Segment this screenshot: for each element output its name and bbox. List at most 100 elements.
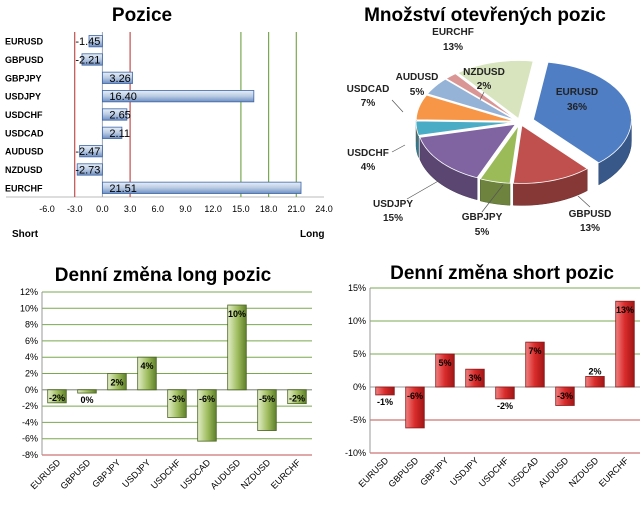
long-change-value-label: 0% bbox=[80, 395, 93, 405]
short-change-value-labels: -1% -6% 5% 3% -2% 7% -3% 2% 13% bbox=[377, 305, 634, 411]
pie-leader-line bbox=[391, 99, 404, 113]
short-change-bars bbox=[375, 300, 635, 429]
pie-slice bbox=[419, 123, 517, 179]
pie-slices bbox=[415, 60, 632, 206]
short-change-value-label: -2% bbox=[497, 401, 513, 411]
long-change-y-tick: -6% bbox=[22, 434, 38, 444]
long-change-value-label: -2% bbox=[49, 393, 65, 403]
positions-x-tick: 15.0 bbox=[232, 204, 250, 214]
pie-slice-percent: 5% bbox=[410, 87, 425, 98]
short-change-category-label: EURUSD bbox=[356, 455, 390, 489]
short-change-category-label: USDJPY bbox=[448, 455, 480, 487]
pie-labels: EURUSD 36% GBPUSD 13% GBPJPY 5% USDJPY 15% USDCH… bbox=[347, 27, 612, 238]
long-change-bar bbox=[227, 304, 247, 391]
positions-value-label: -2.73 bbox=[75, 165, 100, 177]
positions-x-tick: 0.0 bbox=[96, 204, 109, 214]
positions-category-labels: EURUSD GBPUSD GBPJPY USDJPY USDCHF USDCAD AUDU… bbox=[5, 37, 44, 194]
positions-x-tick: -6.0 bbox=[39, 204, 55, 214]
long-change-category-label: USDCAD bbox=[178, 457, 212, 491]
long-change-value-label: -2% bbox=[289, 394, 305, 404]
long-change-category-label: GBPJPY bbox=[90, 457, 122, 489]
positions-value-label: 21.51 bbox=[109, 183, 137, 195]
long-change-value-labels: -2% 0% 2% 4% -3% -6% 10% -5% -2% bbox=[49, 309, 305, 405]
positions-value-label: 3.26 bbox=[109, 73, 130, 85]
short-change-y-tick: -5% bbox=[350, 415, 366, 425]
long-change-category-label: USDCHF bbox=[149, 457, 183, 491]
short-change-category-label: AUDUSD bbox=[536, 455, 570, 489]
pie-slice bbox=[415, 120, 515, 136]
chart-daily-long-change: Denní změna long pozic -2% 0% 2% 4% -3% -6% 10… bbox=[20, 265, 312, 491]
pie-leader-line bbox=[406, 179, 441, 200]
chart-positions: Pozice EURUSD GBPUSD GBPJPY USDJPY USDCHF USD… bbox=[5, 5, 333, 240]
short-change-category-label: GBPJPY bbox=[418, 455, 450, 487]
long-change-category-label: EURUSD bbox=[28, 457, 62, 491]
positions-x-tick: -3.0 bbox=[67, 204, 83, 214]
long-change-bar bbox=[77, 389, 97, 394]
long-change-value-label: -5% bbox=[259, 394, 275, 404]
long-change-y-tick: 8% bbox=[25, 320, 38, 330]
pie-slice-name: USDCHF bbox=[347, 148, 389, 159]
long-change-y-tick-labels: -8% -6% -4% -2% 0% 2% 4% 6% 8% 10% 12% bbox=[20, 287, 38, 460]
pie-slice-name: NZDUSD bbox=[463, 67, 505, 78]
short-change-y-tick-labels: -10% -5% 0% 5% 10% 15% bbox=[345, 283, 366, 458]
pie-slice-name: USDCAD bbox=[347, 84, 390, 95]
long-change-category-label: USDJPY bbox=[120, 457, 152, 489]
long-change-bars bbox=[47, 304, 307, 442]
short-change-bar bbox=[465, 368, 485, 388]
short-change-y-tick: 15% bbox=[348, 283, 366, 293]
positions-value-label: -1.45 bbox=[75, 36, 100, 48]
positions-gridlines bbox=[6, 32, 324, 198]
pie-slice-name: EURCHF bbox=[432, 27, 474, 38]
short-change-category-label: EURCHF bbox=[597, 455, 631, 489]
pie-slice-percent: 2% bbox=[477, 81, 492, 92]
pie-slice-name: EURUSD bbox=[556, 87, 598, 98]
pie-slice-name: GBPJPY bbox=[462, 212, 503, 223]
long-change-category-labels: EURUSDGBPUSDGBPJPYUSDJPYUSDCHFUSDCADAUDU… bbox=[28, 457, 302, 491]
short-change-value-label: 13% bbox=[616, 305, 634, 315]
positions-bar bbox=[81, 53, 103, 66]
long-change-value-label: 4% bbox=[140, 361, 153, 371]
short-change-bar bbox=[555, 386, 575, 406]
short-change-value-label: -1% bbox=[377, 397, 393, 407]
positions-value-label: 2.11 bbox=[109, 128, 130, 140]
long-change-category-label: GBPUSD bbox=[58, 457, 92, 491]
positions-bars bbox=[76, 35, 302, 194]
positions-category-label: USDCAD bbox=[5, 128, 44, 138]
short-change-bar bbox=[435, 353, 455, 388]
long-change-bar bbox=[137, 356, 157, 391]
positions-bar bbox=[79, 145, 103, 158]
long-change-value-label: -3% bbox=[169, 394, 185, 404]
pie-slice-percent: 5% bbox=[475, 227, 490, 238]
long-change-category-label: EURCHF bbox=[269, 457, 303, 491]
positions-category-label: USDJPY bbox=[5, 92, 41, 102]
positions-x-tick: 21.0 bbox=[288, 204, 306, 214]
positions-category-label: AUDUSD bbox=[5, 147, 44, 157]
positions-bar bbox=[102, 126, 123, 139]
short-change-bar bbox=[405, 386, 425, 429]
short-change-y-tick: -10% bbox=[345, 448, 366, 458]
long-change-value-label: -6% bbox=[199, 394, 215, 404]
short-change-bar bbox=[375, 386, 395, 396]
short-change-category-labels: EURUSDGBPUSDGBPJPYUSDJPYUSDCHFUSDCADAUDU… bbox=[356, 455, 630, 489]
positions-category-label: GBPJPY bbox=[5, 73, 42, 83]
pie-slice bbox=[426, 78, 516, 121]
long-change-y-tick: 6% bbox=[25, 336, 38, 346]
positions-bar bbox=[102, 71, 133, 84]
pie-leader-line bbox=[577, 195, 591, 208]
positions-category-label: EURUSD bbox=[5, 37, 44, 47]
pie-slice-percent: 13% bbox=[580, 223, 600, 234]
short-change-bar bbox=[585, 376, 605, 388]
positions-bar bbox=[102, 90, 255, 103]
long-change-category-label: NZDUSD bbox=[239, 457, 273, 491]
short-change-title: Denní změna short pozic bbox=[390, 263, 614, 284]
short-change-bar bbox=[525, 341, 545, 388]
positions-category-label: NZDUSD bbox=[5, 165, 43, 175]
positions-x-tick: 12.0 bbox=[204, 204, 222, 214]
positions-x-tick: 9.0 bbox=[179, 204, 192, 214]
short-change-y-tick: 0% bbox=[353, 382, 366, 392]
short-change-value-label: 7% bbox=[528, 346, 541, 356]
pie-slice bbox=[457, 60, 534, 120]
short-change-category-label: GBPUSD bbox=[386, 455, 420, 489]
short-change-category-label: USDCAD bbox=[506, 455, 540, 489]
positions-x-tick: 18.0 bbox=[260, 204, 278, 214]
